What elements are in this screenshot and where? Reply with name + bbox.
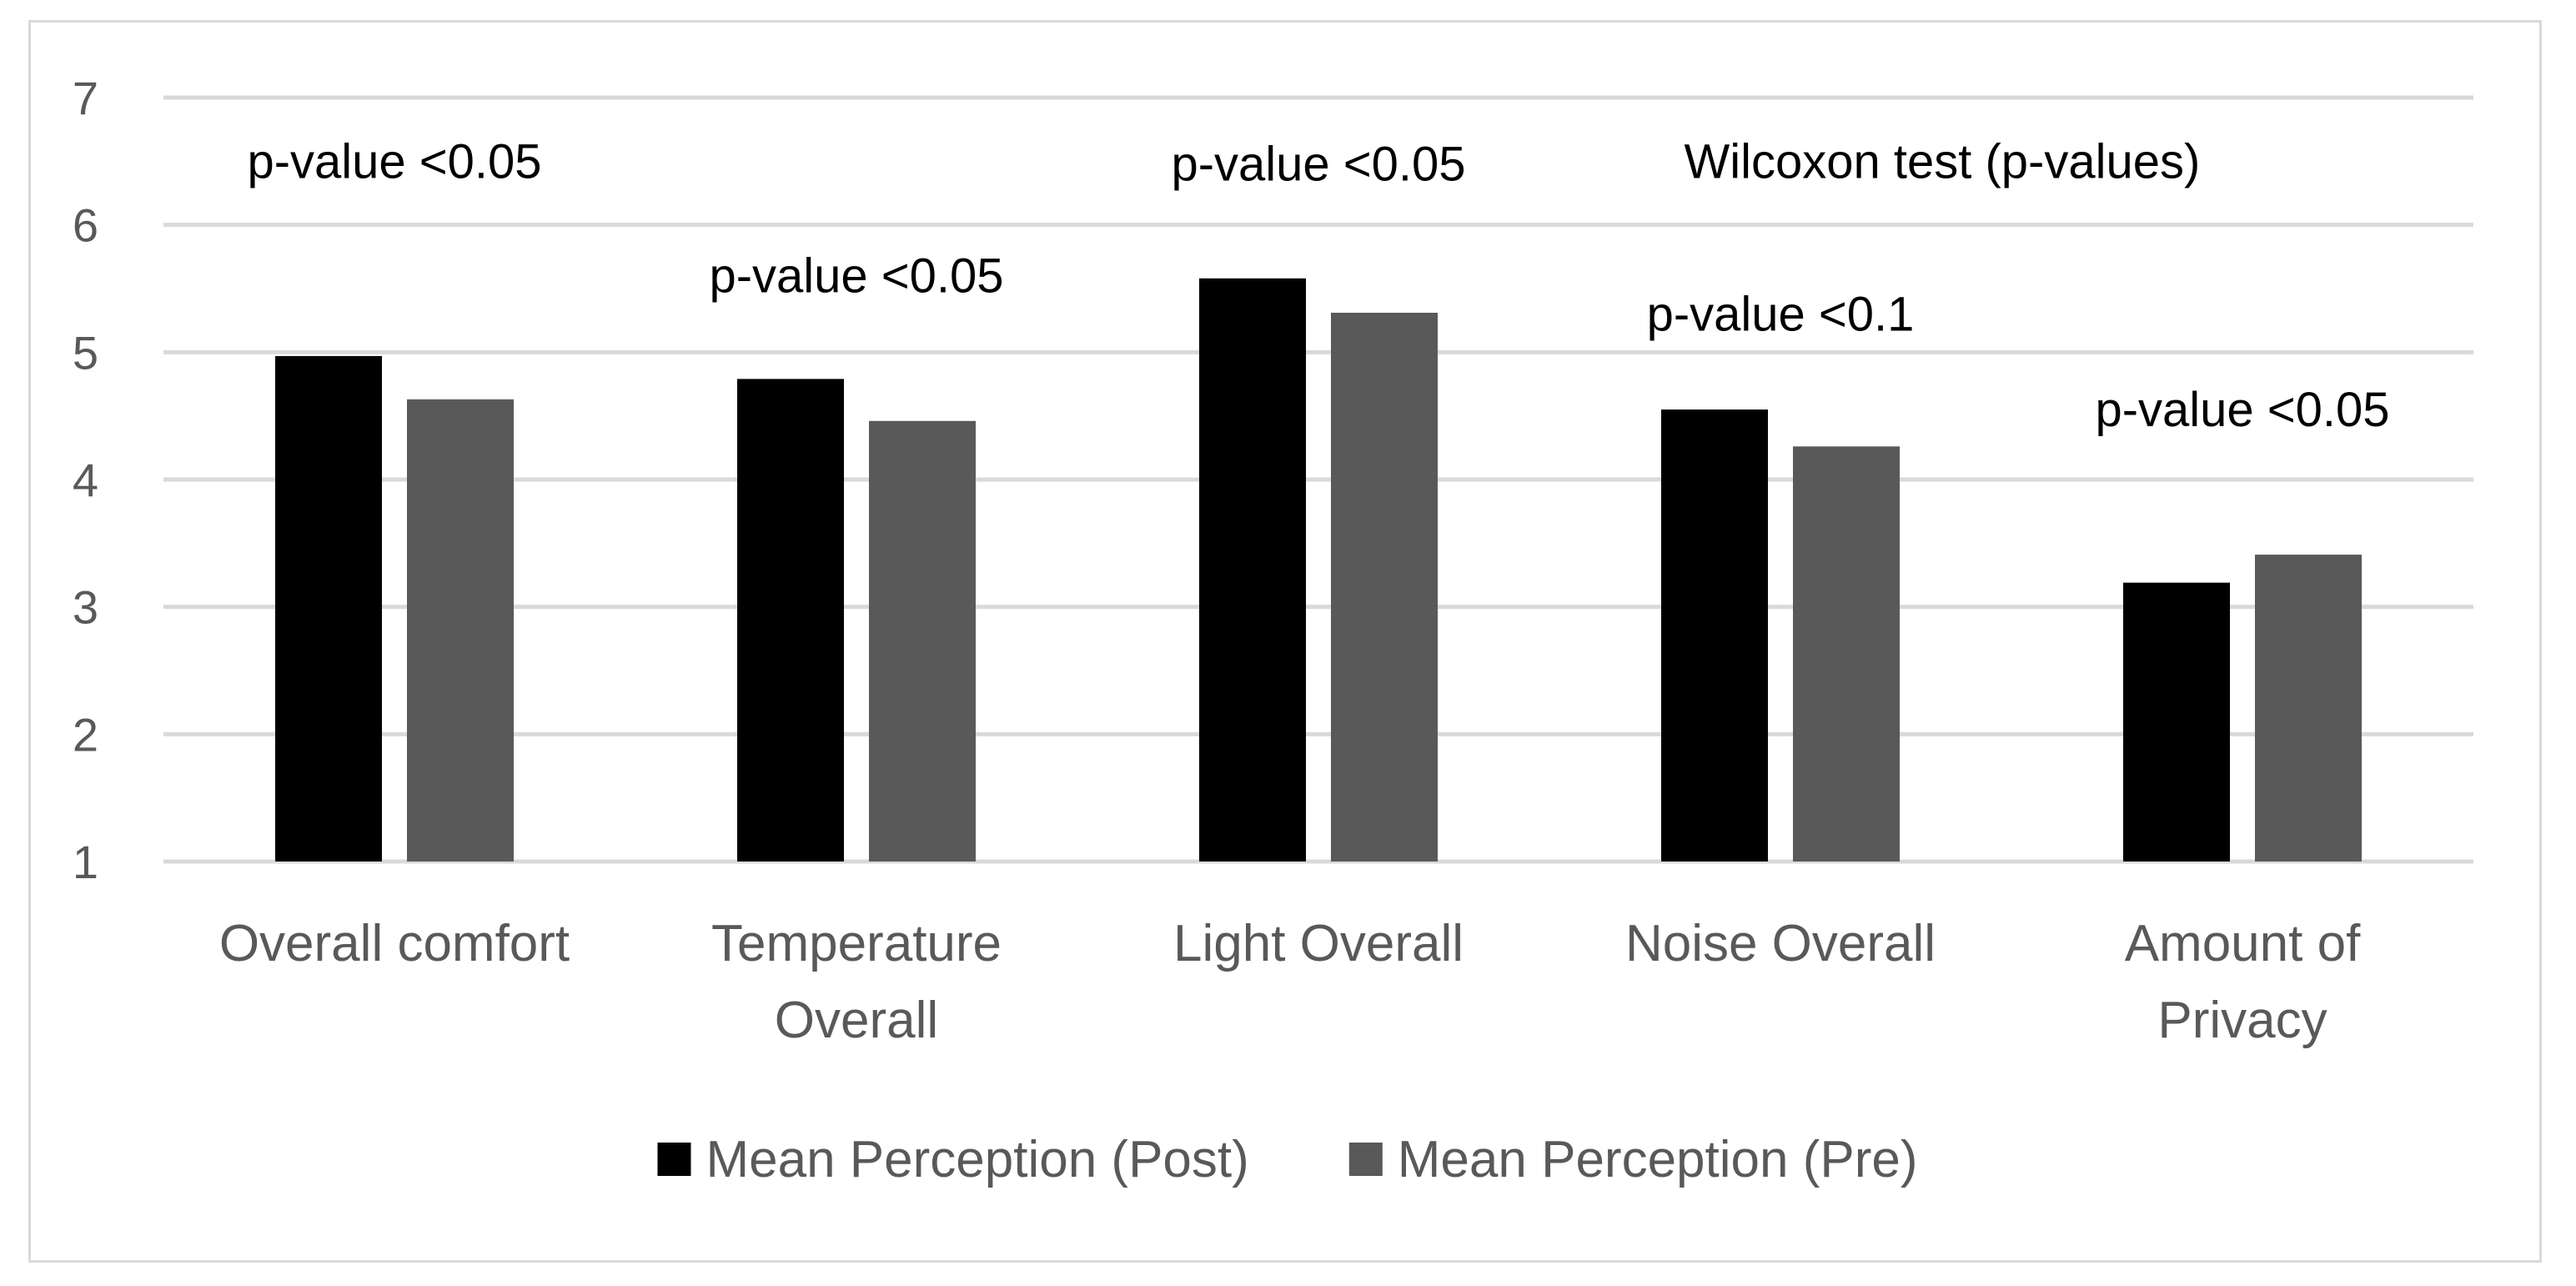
- category-label: Temperature: [711, 915, 1002, 972]
- annotation-label: p-value <0.05: [247, 134, 541, 188]
- legend-label-post: Mean Perception (Post): [706, 1131, 1248, 1188]
- y-tick-label: 1: [73, 836, 98, 888]
- legend-swatch-pre: [1348, 1143, 1383, 1176]
- bar-pre-2: [1331, 313, 1438, 862]
- bar-post-2: [1199, 278, 1306, 862]
- annotation-label: p-value <0.05: [709, 249, 1003, 304]
- category-label: Overall: [775, 992, 938, 1049]
- y-tick-label: 7: [73, 72, 98, 124]
- bars: [275, 278, 2362, 862]
- legend: Mean Perception (Post) Mean Perception (P…: [657, 1131, 1918, 1188]
- bar-post-0: [275, 355, 382, 862]
- bar-pre-1: [869, 420, 976, 862]
- gridlines: [163, 95, 2473, 864]
- annotation-label: Wilcoxon test (p-values): [1684, 134, 2200, 188]
- category-label: Amount of: [2125, 915, 2361, 972]
- y-tick-label: 3: [73, 581, 98, 634]
- annotation-label: p-value <0.05: [2095, 383, 2389, 437]
- bar-pre-0: [407, 399, 514, 862]
- legend-swatch-post: [657, 1143, 691, 1176]
- y-tick-label: 6: [73, 199, 98, 252]
- bar-pre-3: [1793, 446, 1900, 862]
- y-tick-label: 5: [73, 326, 98, 379]
- bar-post-4: [2123, 582, 2230, 862]
- bar-post-3: [1661, 409, 1768, 862]
- annotation-label: p-value <0.05: [1171, 137, 1465, 191]
- y-tick-label: 2: [73, 708, 98, 761]
- category-label: Light Overall: [1173, 915, 1464, 972]
- category-label: Noise Overall: [1625, 915, 1936, 972]
- bar-post-1: [737, 379, 844, 862]
- axis-labels: 1 2 3 4 5 6 7 Overall comfort Temperature Overall…: [73, 72, 2361, 1049]
- category-label: Overall comfort: [219, 915, 570, 972]
- y-tick-label: 4: [73, 454, 98, 506]
- annotations: p-value <0.05 p-value <0.05 p-value <0.05 p…: [247, 134, 2389, 437]
- annotation-label: p-value <0.1: [1647, 288, 1915, 342]
- category-label: Privacy: [2157, 992, 2327, 1049]
- bar-pre-4: [2255, 555, 2362, 862]
- legend-label-pre: Mean Perception (Pre): [1398, 1131, 1918, 1188]
